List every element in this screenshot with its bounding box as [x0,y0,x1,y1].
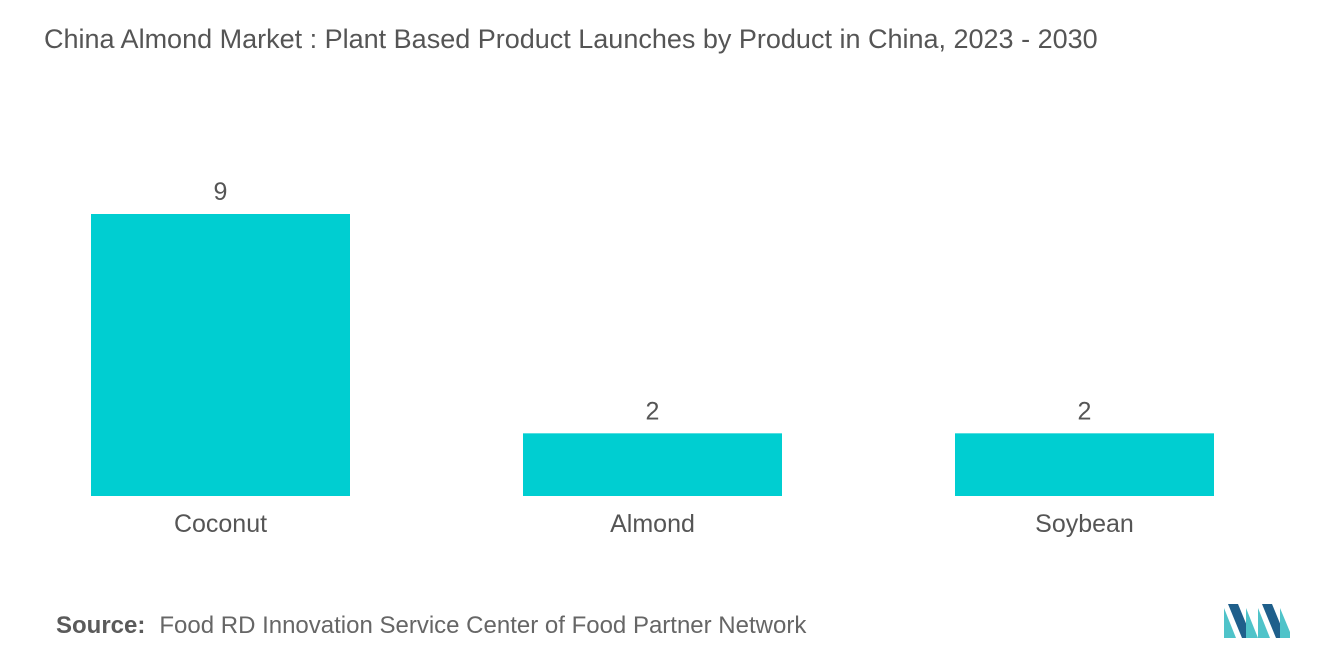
value-label-soybean: 2 [1078,397,1092,425]
bar-soybean [955,433,1214,496]
bar-almond [523,433,782,496]
category-label-coconut: Coconut [174,510,267,538]
mordor-logo-icon [1224,604,1290,638]
category-label-almond: Almond [610,510,695,538]
value-label-coconut: 9 [214,178,228,206]
value-label-almond: 2 [646,397,660,425]
category-label-soybean: Soybean [1035,510,1134,538]
source-note: Source: Food RD Innovation Service Center… [56,612,806,640]
source-text: Food RD Innovation Service Center of Foo… [159,612,807,639]
chart-title: China Almond Market : Plant Based Produc… [44,24,1098,54]
bar-coconut [91,214,350,496]
bar-chart: 9 Coconut 2 Almond 2 Soybean [91,178,1214,538]
source-label: Source: [56,612,146,639]
